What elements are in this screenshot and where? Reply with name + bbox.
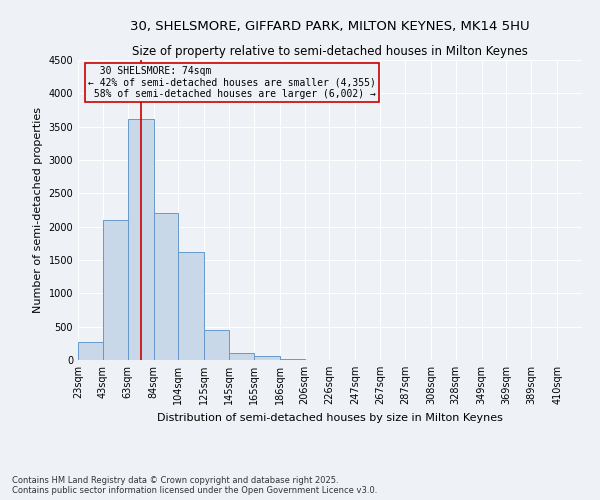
Text: 30 SHELSMORE: 74sqm
← 42% of semi-detached houses are smaller (4,355)
 58% of se: 30 SHELSMORE: 74sqm ← 42% of semi-detach… — [88, 66, 376, 99]
Bar — [103, 220, 128, 360]
Bar — [154, 214, 178, 360]
Y-axis label: Number of semi-detached properties: Number of semi-detached properties — [33, 107, 43, 313]
Bar — [78, 342, 103, 360]
Bar — [128, 118, 154, 360]
Text: Size of property relative to semi-detached houses in Milton Keynes: Size of property relative to semi-detach… — [132, 45, 528, 58]
Bar — [254, 356, 280, 360]
Bar — [178, 252, 205, 360]
Bar — [229, 352, 254, 360]
Text: 30, SHELSMORE, GIFFARD PARK, MILTON KEYNES, MK14 5HU: 30, SHELSMORE, GIFFARD PARK, MILTON KEYN… — [130, 20, 530, 33]
X-axis label: Distribution of semi-detached houses by size in Milton Keynes: Distribution of semi-detached houses by … — [157, 412, 503, 422]
Bar — [205, 330, 229, 360]
Text: Contains HM Land Registry data © Crown copyright and database right 2025.
Contai: Contains HM Land Registry data © Crown c… — [12, 476, 377, 495]
Bar — [280, 358, 305, 360]
